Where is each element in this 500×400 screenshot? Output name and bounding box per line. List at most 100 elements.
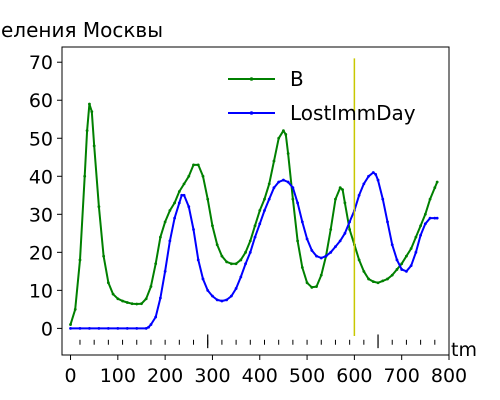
series-point: [395, 258, 399, 262]
x-tick-label: 500: [289, 365, 325, 387]
legend-label: B: [290, 67, 304, 91]
series-point: [211, 294, 214, 298]
series-point: [159, 235, 162, 239]
series-point: [211, 224, 214, 228]
legend-label: LostImmDay: [290, 101, 416, 125]
series-point: [187, 174, 191, 178]
series-point: [225, 260, 229, 264]
series-point: [248, 239, 252, 243]
series-point: [284, 133, 288, 136]
series-point: [357, 258, 361, 262]
series-point: [201, 174, 205, 178]
series-point: [180, 193, 184, 197]
series-point: [88, 326, 91, 330]
series-point: [315, 254, 318, 258]
x-tick-label: 100: [100, 365, 136, 387]
series-point: [69, 326, 72, 330]
series-point: [334, 197, 337, 201]
series-point: [267, 182, 271, 186]
series-point: [215, 298, 219, 302]
chart-title: селения Москвы: [0, 18, 163, 42]
legend-marker: [249, 111, 254, 115]
series-point: [409, 264, 413, 268]
series-point: [154, 262, 158, 266]
series-point: [125, 301, 129, 304]
y-tick-label: 60: [29, 90, 53, 112]
series-point: [414, 235, 418, 239]
series-point: [97, 326, 101, 330]
series-point: [267, 197, 271, 201]
series-point: [116, 326, 120, 330]
series-point: [182, 182, 186, 186]
series-point: [147, 325, 150, 329]
series-point: [348, 220, 352, 224]
series-line-lostimmday: [70, 171, 438, 330]
series-point: [362, 182, 366, 186]
y-axis: 0 10 20 30 40 50 60 70: [29, 52, 62, 340]
x-tick-label: 200: [147, 365, 183, 387]
series-point: [381, 197, 385, 201]
series-point: [305, 237, 309, 241]
plot-frame: [61, 46, 450, 356]
series-point: [106, 281, 110, 285]
series-point: [173, 201, 176, 205]
series-point: [367, 174, 370, 178]
series-point: [357, 193, 361, 197]
series-point: [386, 277, 389, 281]
series-point: [163, 269, 167, 273]
series-point: [144, 326, 148, 330]
y-tick-label: 0: [41, 318, 53, 340]
series-point: [324, 254, 328, 258]
series-point: [435, 180, 439, 184]
series-point: [272, 186, 276, 190]
series-point: [329, 250, 333, 254]
series-point: [234, 262, 238, 266]
series-point: [206, 288, 210, 292]
series-point: [140, 302, 143, 306]
series-point: [121, 299, 124, 303]
series-point: [159, 296, 162, 300]
series-point: [168, 209, 172, 212]
series-point: [374, 172, 378, 176]
series-point: [310, 249, 314, 252]
series-point: [329, 228, 333, 231]
series-point: [229, 294, 233, 298]
series-point: [135, 326, 139, 330]
series-point: [220, 299, 224, 303]
series-point: [272, 159, 276, 163]
series-point: [173, 216, 176, 220]
y-tick-label: 20: [29, 242, 53, 264]
x-tick-label: 400: [242, 365, 278, 387]
series-point: [300, 266, 304, 269]
series-point: [291, 197, 295, 201]
series-point: [423, 222, 427, 226]
series-point: [253, 235, 257, 239]
series-point: [419, 233, 423, 237]
series-point: [296, 239, 300, 243]
series-point: [263, 209, 266, 212]
series-point: [182, 193, 186, 197]
y-tick-label: 70: [29, 52, 53, 74]
series-point: [106, 326, 110, 330]
series-point: [286, 180, 290, 184]
series-point: [376, 178, 380, 182]
series-point: [78, 326, 82, 330]
series-point: [376, 281, 380, 285]
series-point: [154, 315, 158, 319]
series-point: [234, 287, 238, 290]
x-tick-label: 600: [336, 365, 372, 387]
series-point: [400, 268, 404, 271]
series-point: [90, 110, 94, 114]
series-point: [192, 163, 195, 167]
series-point: [196, 163, 200, 167]
series-point: [192, 228, 195, 231]
series-point: [409, 247, 413, 250]
series-point: [291, 186, 295, 190]
series-point: [239, 258, 243, 262]
series-point: [315, 285, 318, 288]
series-point: [168, 239, 172, 243]
series-point: [125, 326, 129, 330]
series-point: [319, 273, 323, 277]
series-point: [215, 243, 219, 247]
series-point: [381, 279, 385, 283]
